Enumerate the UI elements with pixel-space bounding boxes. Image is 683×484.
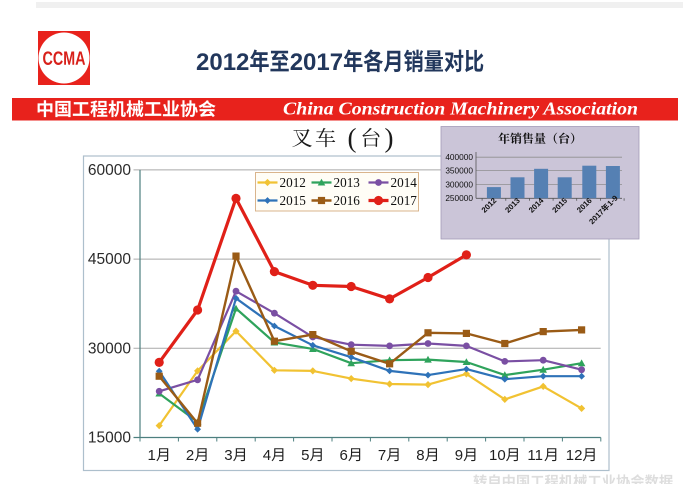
svg-text:2017: 2017 <box>391 193 418 208</box>
svg-text:45000: 45000 <box>88 251 131 268</box>
svg-text:250000: 250000 <box>445 193 473 203</box>
svg-text:2015: 2015 <box>280 193 307 208</box>
svg-text:(: ( <box>348 123 357 153</box>
svg-text:10: 10 <box>489 447 506 464</box>
svg-text:6: 6 <box>340 447 348 464</box>
svg-text:China Construction Machinery A: China Construction Machinery Association <box>283 99 638 119</box>
svg-text:2017: 2017 <box>290 49 343 76</box>
svg-text:11: 11 <box>527 447 543 464</box>
svg-text:350000: 350000 <box>445 165 473 175</box>
svg-text:300000: 300000 <box>445 180 473 190</box>
svg-text:4: 4 <box>263 447 271 464</box>
svg-text:8: 8 <box>416 447 424 464</box>
svg-text:): ) <box>385 123 394 153</box>
svg-text:60000: 60000 <box>88 162 131 179</box>
svg-text:5: 5 <box>301 447 309 464</box>
svg-text:2016: 2016 <box>334 193 361 208</box>
svg-text:7: 7 <box>378 447 386 464</box>
svg-text:2: 2 <box>186 447 194 464</box>
svg-text:2012: 2012 <box>280 175 306 190</box>
svg-text:30000: 30000 <box>88 340 131 357</box>
svg-text:3: 3 <box>224 447 232 464</box>
svg-text:2014: 2014 <box>391 175 418 190</box>
svg-text:400000: 400000 <box>445 152 473 162</box>
svg-text:2012: 2012 <box>196 49 249 76</box>
svg-text:15000: 15000 <box>88 430 131 447</box>
svg-text:12: 12 <box>566 447 583 464</box>
svg-text:1: 1 <box>148 447 156 464</box>
svg-text:2013: 2013 <box>334 175 361 190</box>
svg-text:9: 9 <box>455 447 463 464</box>
